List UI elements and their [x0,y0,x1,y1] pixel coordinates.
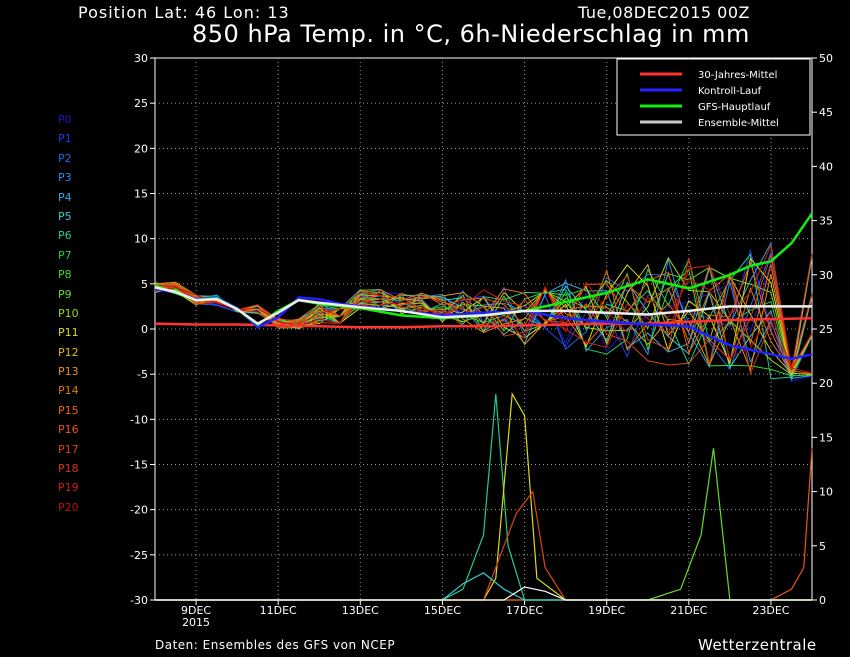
data-source: Daten: Ensembles des GFS von NCEP [155,638,396,652]
y-right-tick-label: 10 [819,486,833,499]
y-right-tick-label: 15 [819,431,833,444]
precip-line [155,490,812,601]
x-tick-label: 11DEC [260,604,297,617]
x-tick-label: 19DEC [588,604,625,617]
member-label: P10 [58,306,79,320]
y-left-tick-label: -25 [130,549,148,562]
member-label: P7 [58,248,72,262]
y-left-tick-label: -20 [130,504,148,517]
member-label: P15 [58,403,79,417]
legend-label: Ensemble-Mittel [698,118,779,129]
y-left-tick-label: 5 [141,278,148,291]
y-right-tick-label: 25 [819,323,833,336]
member-label: P17 [58,442,79,456]
precip-line [155,392,812,601]
chart-title: 850 hPa Temp. in °C, 6h-Niederschlag in … [192,20,750,48]
y-right-tick-label: 40 [819,160,833,173]
member-label: P20 [58,500,79,514]
precip-line [155,448,813,601]
member-label: P14 [58,384,79,398]
position-header: Position Lat: 46 Lon: 13 [78,3,290,22]
member-label: P13 [58,365,79,379]
x-tick-label: 23DEC [752,604,789,617]
member-label: P12 [58,345,79,359]
y-left-tick-label: -5 [137,368,148,381]
x-tick-label: 13DEC [342,604,379,617]
run-datetime: Tue,08DEC2015 00Z [578,3,750,22]
x-tick-label: 17DEC [506,604,543,617]
y-right-tick-label: 20 [819,377,833,390]
member-label: P3 [58,171,72,185]
member-line [154,254,813,373]
member-label: P1 [58,132,72,146]
member-label: P6 [58,229,72,243]
y-left-tick-label: 0 [141,323,148,336]
x-tick-label: 9DEC [181,604,211,617]
member-label: P2 [58,151,72,165]
y-left-tick-label: -10 [130,413,148,426]
member-label: P4 [58,190,72,204]
member-label: P11 [58,326,79,340]
x-tick-label: 15DEC [424,604,461,617]
y-right-tick-label: 30 [819,269,833,282]
y-left-tick-label: 25 [134,97,148,110]
legend-label: 30-Jahres-Mittel [698,70,777,81]
y-right-tick-label: 50 [819,52,833,65]
y-left-tick-label: 30 [134,52,148,65]
y-left-tick-label: 20 [134,142,148,155]
member-line [154,257,813,376]
y-right-tick-label: 45 [819,106,833,119]
member-line [154,257,813,376]
legend-label: GFS-Hauptlauf [698,102,771,113]
brand-label: Wetterzentrale [698,636,817,654]
member-line [154,241,813,379]
legend-label: Kontroll-Lauf [698,86,762,97]
y-right-tick-label: 35 [819,215,833,228]
precip-line [155,393,812,601]
member-label: P16 [58,423,79,437]
member-line [154,243,813,371]
precip-line [155,448,812,601]
member-label: P5 [58,209,72,223]
member-line [154,264,813,374]
precip-line [155,586,812,601]
member-line [154,254,813,371]
y-left-tick-label: 10 [134,233,148,246]
y-left-tick-label: -30 [130,594,148,607]
member-label: P8 [58,268,72,282]
member-label: P9 [58,287,72,301]
series-line [154,286,812,326]
y-left-tick-label: -15 [130,459,148,472]
y-right-tick-label: 5 [819,540,826,553]
member-label: P19 [58,481,79,495]
precip-line [155,572,812,601]
x-tick-sublabel: 2015 [182,616,210,629]
y-left-tick-label: 15 [134,188,148,201]
member-label: P0 [58,113,72,126]
y-right-tick-label: 0 [819,594,826,607]
member-list: P0 P1 P2 P3 P4 P5 P6 P7 P8 P9 P10 P11 P12 P13 P14 P15 P1… [58,110,79,517]
member-label: P18 [58,462,79,476]
x-tick-label: 21DEC [670,604,707,617]
